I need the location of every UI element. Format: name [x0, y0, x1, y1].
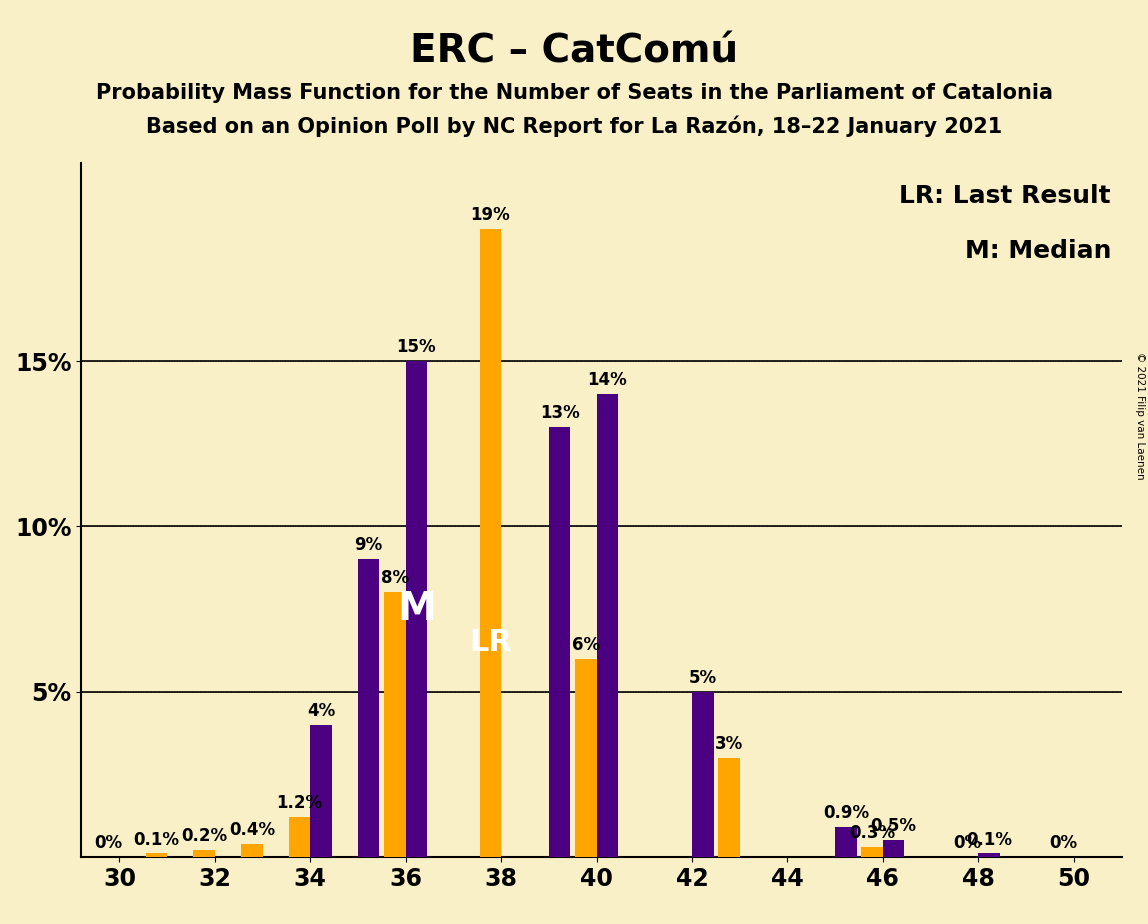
Bar [385, 592, 405, 857]
Text: 8%: 8% [381, 569, 409, 588]
Text: 0.9%: 0.9% [823, 804, 869, 822]
Text: 14%: 14% [588, 371, 627, 389]
Text: 6%: 6% [572, 636, 600, 653]
Text: 0.2%: 0.2% [181, 827, 227, 845]
Text: 0.5%: 0.5% [870, 818, 916, 835]
Text: M: M [397, 590, 436, 628]
Bar [719, 758, 739, 857]
Bar [836, 827, 856, 857]
Text: 0.1%: 0.1% [967, 831, 1013, 848]
Text: © 2021 Filip van Laenen: © 2021 Filip van Laenen [1135, 352, 1145, 480]
Text: LR: LR [470, 627, 512, 656]
Bar [480, 229, 502, 857]
Text: 0%: 0% [954, 833, 982, 852]
Text: M: Median: M: Median [964, 239, 1111, 263]
Text: LR: Last Result: LR: Last Result [900, 184, 1111, 208]
Bar [358, 559, 380, 857]
Bar [883, 840, 905, 857]
Bar [405, 361, 427, 857]
Text: Probability Mass Function for the Number of Seats in the Parliament of Catalonia: Probability Mass Function for the Number… [95, 83, 1053, 103]
Text: 0.4%: 0.4% [228, 821, 274, 839]
Text: 19%: 19% [471, 206, 511, 224]
Bar [146, 854, 168, 857]
Text: 4%: 4% [307, 701, 335, 720]
Bar [289, 817, 310, 857]
Text: 0%: 0% [1049, 833, 1077, 852]
Text: 5%: 5% [689, 669, 716, 687]
Bar [310, 724, 332, 857]
Text: ERC – CatComú: ERC – CatComú [410, 32, 738, 70]
Text: 1.2%: 1.2% [277, 795, 323, 812]
Text: 0.1%: 0.1% [133, 831, 179, 848]
Text: 13%: 13% [540, 404, 580, 422]
Text: 9%: 9% [355, 537, 383, 554]
Text: 0.3%: 0.3% [850, 824, 895, 842]
Bar [692, 691, 714, 857]
Bar [978, 854, 1000, 857]
Bar [549, 427, 571, 857]
Bar [597, 395, 618, 857]
Text: 15%: 15% [397, 338, 436, 356]
Bar [193, 850, 215, 857]
Bar [861, 847, 883, 857]
Bar [241, 844, 263, 857]
Text: 0%: 0% [94, 833, 123, 852]
Bar [575, 659, 597, 857]
Text: 3%: 3% [715, 735, 743, 753]
Text: Based on an Opinion Poll by NC Report for La Razón, 18–22 January 2021: Based on an Opinion Poll by NC Report fo… [146, 116, 1002, 137]
